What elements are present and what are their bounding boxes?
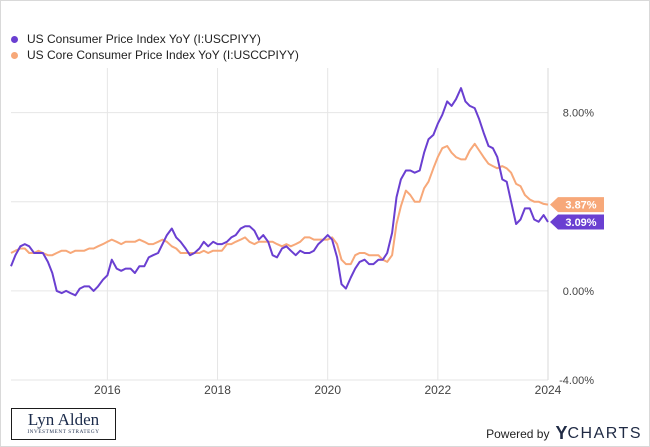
x-tick-label: 2020 <box>314 383 341 397</box>
lyn-alden-logo: Lyn Alden INVESTMENT STRATEGY <box>11 408 116 440</box>
x-tick-label: 2024 <box>535 383 562 397</box>
logo-name: Lyn Alden <box>27 410 100 429</box>
legend-label-cpi: US Consumer Price Index YoY (I:USCPIYY) <box>27 32 261 46</box>
core-cpi-end-value-badge <box>550 197 604 213</box>
powered-by-text: Powered by <box>486 426 550 441</box>
cpi-end-value-label: 3.09% <box>565 217 596 229</box>
y-tick-label: 8.00% <box>563 108 594 120</box>
cpi-end-value-badge <box>550 214 604 230</box>
y-tick-label: 0.00% <box>563 286 594 298</box>
cpi-series-line <box>10 87 549 297</box>
core-cpi-end-value-label: 3.87% <box>565 200 596 212</box>
legend-label-core-cpi: US Core Consumer Price Index YoY (I:USCC… <box>27 48 299 62</box>
x-tick-label: 2022 <box>424 383 451 397</box>
x-tick-label: 2018 <box>204 383 231 397</box>
ycharts-wordmark: CHARTS <box>567 424 642 442</box>
legend-dot-core-cpi <box>11 51 18 59</box>
logo-subtitle: INVESTMENT STRATEGY <box>27 429 100 435</box>
legend-item-core-cpi[interactable]: US Core Consumer Price Index YoY (I:USCC… <box>11 48 299 62</box>
x-tick-label: 2016 <box>94 383 121 397</box>
legend-dot-cpi <box>11 35 18 43</box>
powered-by-ycharts[interactable]: Powered by Y CHARTS <box>486 423 642 444</box>
core-cpi-series-line <box>10 142 549 266</box>
y-tick-label: -4.00% <box>559 375 594 387</box>
legend-item-cpi[interactable]: US Consumer Price Index YoY (I:USCPIYY) <box>11 32 261 46</box>
ycharts-y-mark: Y <box>555 423 568 443</box>
